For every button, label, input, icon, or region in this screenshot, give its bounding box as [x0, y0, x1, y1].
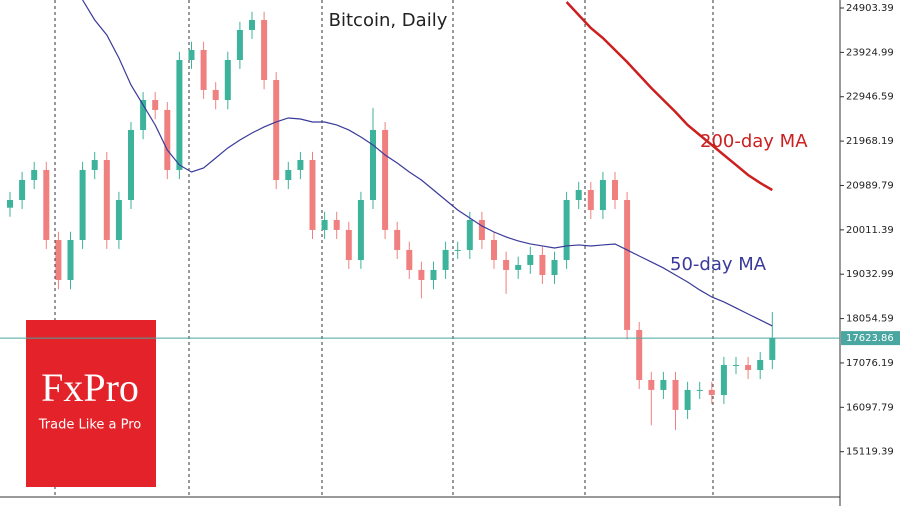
candle-body	[285, 169, 292, 180]
candle-body	[31, 169, 38, 180]
candle-body	[55, 239, 62, 280]
candle-body	[236, 29, 243, 60]
candle-body	[345, 229, 352, 260]
candle-body	[333, 219, 340, 230]
candle-body	[370, 129, 376, 200]
y-tick-label: 18054.59	[846, 314, 894, 325]
plot	[7, 0, 776, 430]
candle-body	[297, 159, 304, 170]
candle-body	[708, 389, 715, 395]
candle-body	[382, 129, 389, 230]
candle-body	[515, 264, 522, 270]
ma-label: 50-day MA	[670, 254, 767, 275]
candle-body	[67, 239, 74, 280]
candle-body	[152, 99, 159, 110]
logo-box	[26, 320, 156, 487]
candle-body	[757, 359, 764, 370]
candle-body	[454, 249, 461, 251]
candle-body	[636, 329, 643, 380]
candle-body	[128, 129, 134, 200]
candle-body	[587, 190, 594, 211]
candle-body	[491, 239, 497, 260]
candle-body	[575, 190, 582, 200]
candle-body	[684, 389, 691, 410]
candle-body	[745, 364, 752, 370]
candle-body	[624, 199, 631, 330]
y-tick-label: 16097.79	[846, 402, 894, 413]
y-tick-label: 15119.39	[846, 447, 894, 458]
candle-body	[430, 269, 437, 280]
candle-body	[612, 179, 618, 200]
candle-body	[660, 379, 667, 390]
logo: FxPro Trade Like a Pro	[26, 320, 156, 487]
candle-body	[733, 364, 739, 366]
ma-line	[82, 0, 773, 327]
candle-body	[321, 219, 328, 230]
chart-title: Bitcoin, Daily	[329, 10, 448, 31]
candle-body	[91, 159, 98, 170]
y-tick-label: 23924.99	[846, 47, 894, 58]
candle-body	[249, 19, 255, 30]
y-tick-label: 22946.59	[846, 92, 894, 103]
candle-body	[551, 259, 558, 275]
logo-tagline: Trade Like a Pro	[38, 418, 142, 433]
candle-body	[648, 379, 655, 390]
candle-body	[769, 338, 776, 360]
candle-body	[394, 229, 401, 250]
ma-line	[565, 1, 773, 192]
candle-body	[103, 159, 110, 240]
y-tick-label: 19032.99	[846, 269, 894, 280]
candle-body	[164, 109, 171, 170]
candle-body	[406, 249, 413, 270]
candle-body	[599, 179, 606, 211]
candle-body	[503, 259, 510, 270]
y-tick-label: 21968.19	[846, 136, 894, 147]
candle-body	[176, 59, 183, 170]
candle-body	[563, 199, 570, 260]
candle-body	[418, 269, 425, 280]
y-tick-label: 24903.39	[846, 3, 894, 14]
logo-brand: FxPro	[41, 365, 139, 410]
candle-body	[273, 79, 280, 180]
y-tick-label: 17076.19	[846, 358, 894, 369]
current-price-box	[841, 331, 900, 346]
candle-body	[672, 379, 679, 410]
candle-body	[140, 99, 147, 130]
candle-body	[696, 389, 703, 391]
candle-body	[527, 254, 534, 265]
candle-body	[466, 219, 473, 250]
candle-body	[224, 59, 231, 100]
candle-body	[79, 169, 86, 240]
candle-body	[115, 199, 122, 240]
candle-body	[478, 219, 485, 240]
candle-body	[19, 179, 26, 200]
ma-label: 200-day MA	[700, 131, 808, 152]
candle-body	[720, 364, 727, 395]
candle-body	[200, 49, 207, 90]
y-tick-label: 20989.79	[846, 180, 894, 191]
current-price-label: 17623.86	[846, 333, 894, 344]
candle-body	[7, 199, 13, 208]
candle-body	[309, 159, 316, 230]
candle-body	[357, 199, 364, 260]
candle-body	[188, 49, 195, 60]
y-tick-label: 20011.39	[846, 225, 894, 236]
candle-body	[43, 169, 50, 240]
candle-body	[442, 249, 449, 270]
candle-body	[261, 19, 268, 80]
candle-body	[212, 89, 219, 100]
candle-body	[539, 254, 546, 275]
